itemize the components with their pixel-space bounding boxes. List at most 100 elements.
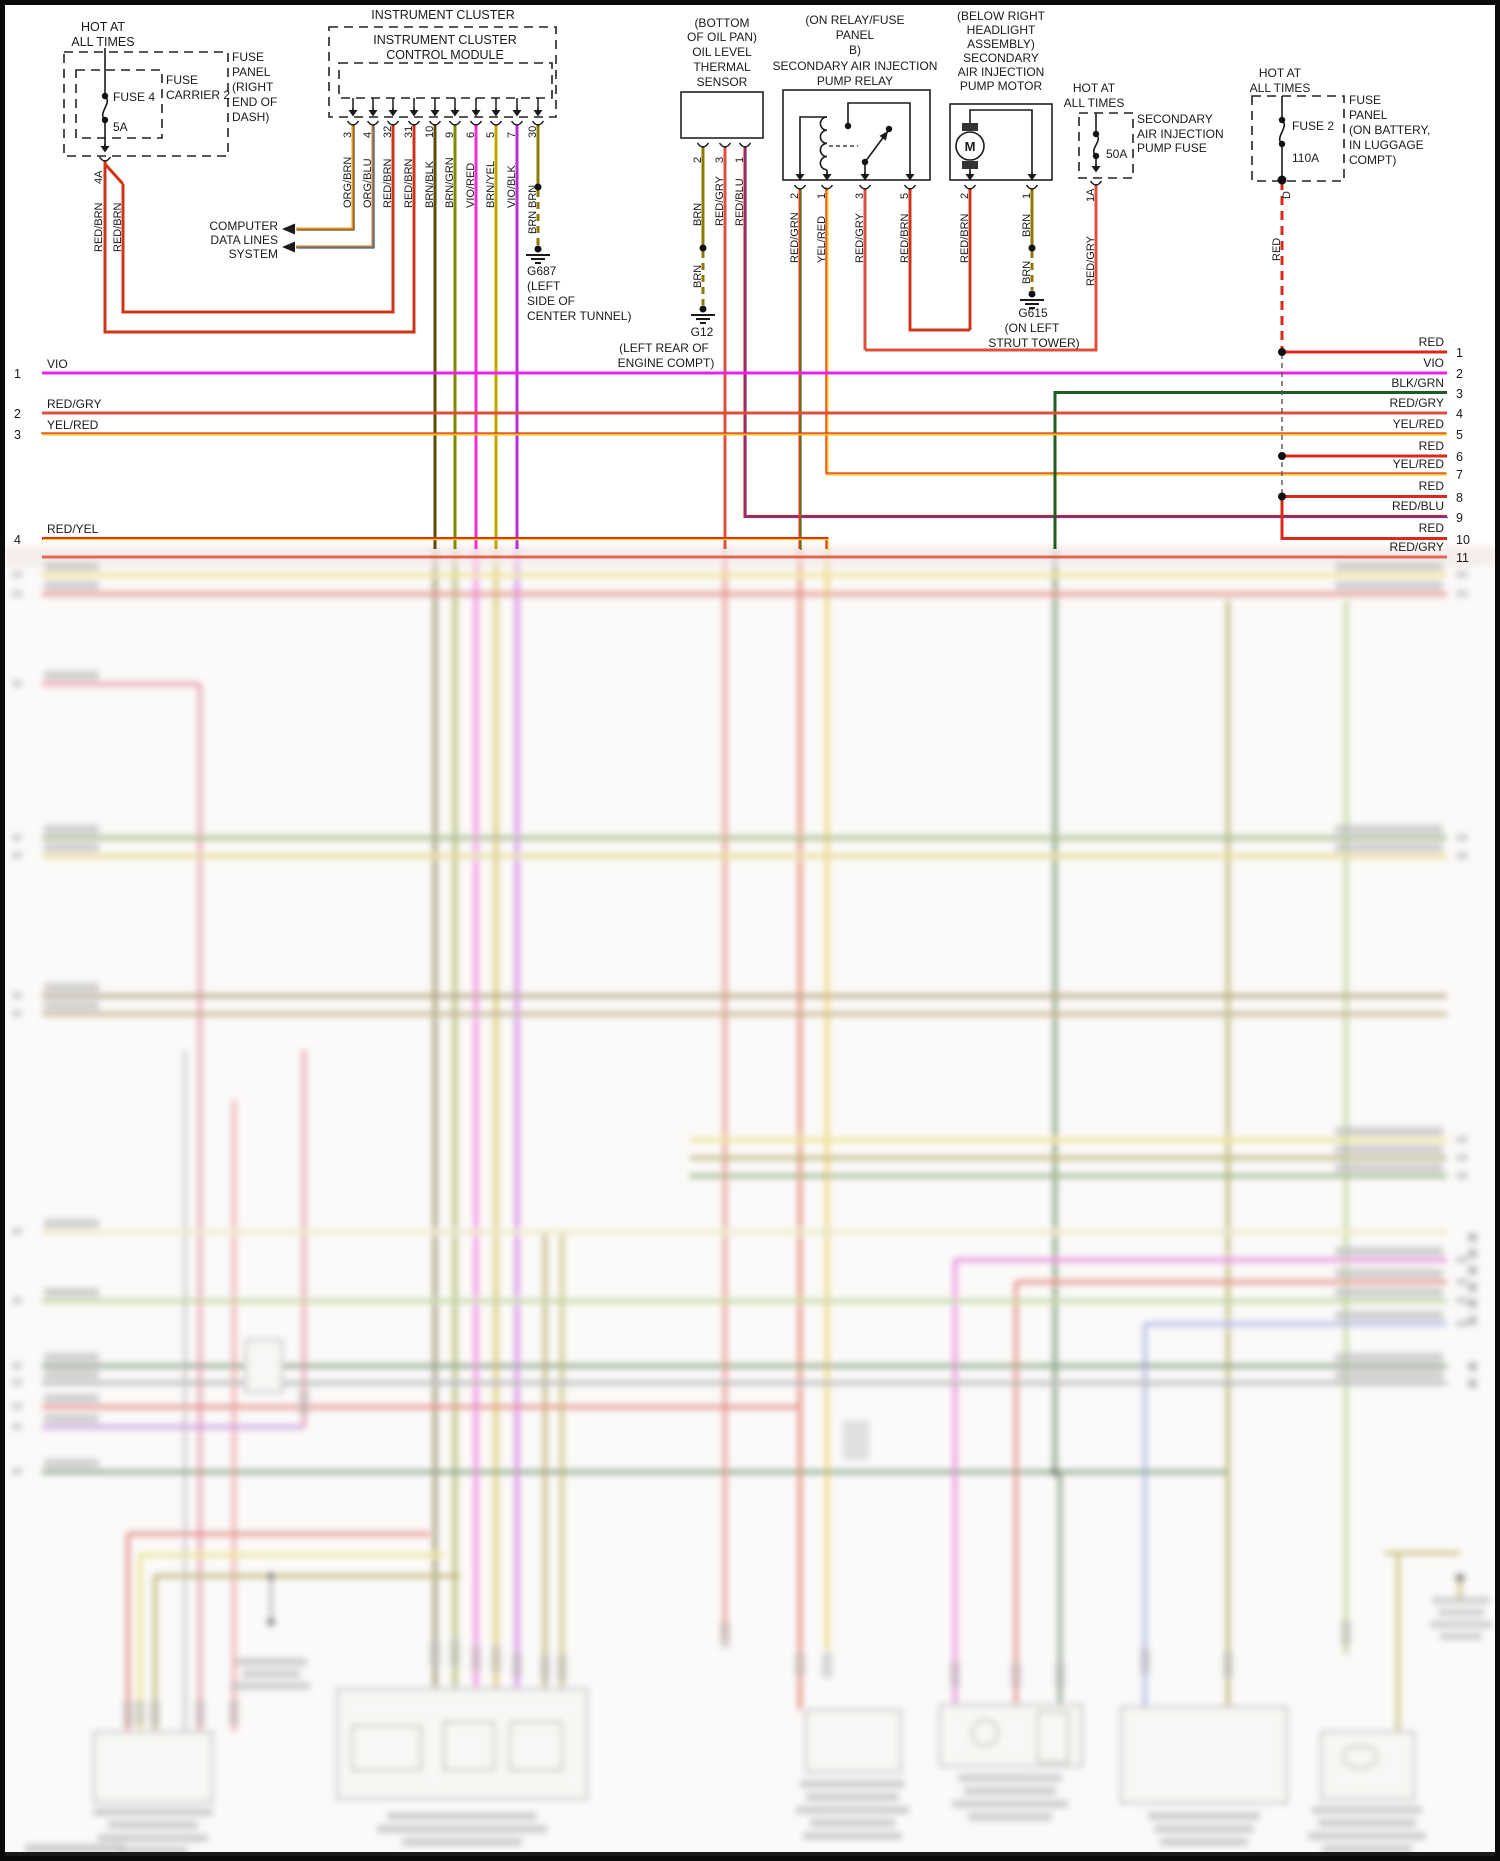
blur-label-smudge-61 xyxy=(1335,825,1443,834)
label-of-oil-pan-: OF OIL PAN) xyxy=(687,30,757,44)
label-red: RED xyxy=(1419,439,1445,453)
blur-component-box-0 xyxy=(92,1730,214,1804)
blur-label-smudge-10 xyxy=(402,1838,522,1846)
label-1: 1 xyxy=(14,367,21,381)
label-brn: BRN xyxy=(1021,261,1033,284)
label-red-grn: RED/GRN xyxy=(789,212,801,263)
blur-label-smudge-95 xyxy=(512,1652,522,1678)
label-secondary: SECONDARY xyxy=(1137,112,1213,126)
label-fuse: FUSE xyxy=(166,73,198,87)
blur-label-smudge-33 xyxy=(44,671,99,680)
blur-component-detail-1 xyxy=(1341,1744,1379,1770)
blur-label-smudge-6 xyxy=(242,1670,300,1678)
blur-label-smudge-53 xyxy=(12,1297,22,1304)
blur-label-smudge-2 xyxy=(108,1821,198,1829)
instrument-cluster-box xyxy=(328,26,557,118)
label--on-battery-: (ON BATTERY, xyxy=(1349,123,1430,137)
connector-arc-0 xyxy=(346,120,360,126)
label-center-tunnel-: CENTER TUNNEL) xyxy=(527,309,631,323)
motor-brush-1 xyxy=(962,161,978,169)
label-4: 4 xyxy=(362,132,374,138)
wire-relay-redbrn5 xyxy=(908,188,970,332)
blur-label-smudge-3 xyxy=(98,1834,208,1842)
oil-level-sensor-box xyxy=(680,91,764,139)
blur-label-smudge-36 xyxy=(44,983,99,992)
blurred-lower-schematic xyxy=(4,546,1496,1855)
label-red: RED xyxy=(1419,479,1445,493)
label-control-module: CONTROL MODULE xyxy=(386,48,504,62)
connector-arc-2 xyxy=(386,120,400,126)
blur-label-smudge-80 xyxy=(1456,1278,1468,1285)
label-red-brn: RED/BRN xyxy=(959,213,971,263)
label-computer: COMPUTER xyxy=(209,219,278,233)
blur-label-smudge-38 xyxy=(44,1219,99,1228)
label-11: 11 xyxy=(1456,551,1469,565)
label-brn: BRN xyxy=(692,265,704,288)
label-org-blu: ORG/BLU xyxy=(362,158,374,208)
connector-arc-11 xyxy=(696,142,710,148)
blur-label-smudge-23 xyxy=(1312,1806,1422,1814)
pump-fuse-box xyxy=(1078,112,1134,179)
blur-label-smudge-55 xyxy=(12,1379,22,1386)
label-brn-yel: BRN/YEL xyxy=(485,161,497,208)
blur-component-box-8 xyxy=(1119,1705,1289,1805)
label-red-brn: RED/BRN xyxy=(382,158,394,208)
label-3: 3 xyxy=(714,157,726,163)
arrow-down-1 xyxy=(368,110,378,117)
blur-component-box-4 xyxy=(508,1720,564,1772)
blur-label-smudge-85 xyxy=(1468,1266,1477,1275)
label-32: 32 xyxy=(382,126,394,138)
label-5: 5 xyxy=(899,193,911,199)
label-red-gry: RED/GRY xyxy=(1390,540,1444,554)
label-1: 1 xyxy=(1456,346,1463,360)
blur-label-smudge-9 xyxy=(377,1825,547,1833)
connector-arc-13 xyxy=(738,142,752,148)
blur-label-smudge-65 xyxy=(1335,1163,1443,1172)
blur-label-smudge-57 xyxy=(12,1423,22,1430)
label-5: 5 xyxy=(485,132,497,138)
wire-left4-redyel xyxy=(42,537,829,549)
label-secondary-air-injection: SECONDARY AIR INJECTION xyxy=(773,59,938,73)
arrow-down-6 xyxy=(471,110,481,117)
blur-label-smudge-71 xyxy=(1335,1370,1443,1379)
label-red-gry: RED/GRY xyxy=(854,212,866,263)
blur-label-smudge-21 xyxy=(1154,1825,1254,1833)
label-brn: BRN xyxy=(527,185,539,208)
connector-arc-5 xyxy=(448,120,462,126)
label-hot-at: HOT AT xyxy=(1073,81,1116,95)
label-data-lines: DATA LINES xyxy=(210,233,278,247)
label-1: 1 xyxy=(734,157,746,163)
wire-redbrn-branch xyxy=(103,162,125,186)
label-pump-fuse: PUMP FUSE xyxy=(1137,141,1207,155)
fuse-carrier-2-box xyxy=(75,69,163,139)
blur-veil-white xyxy=(4,549,1496,1852)
label-brn: BRN xyxy=(1021,214,1033,237)
connector-arc-3 xyxy=(407,120,421,126)
label-10: 10 xyxy=(1456,533,1470,547)
blur-label-smudge-110 xyxy=(720,1622,730,1648)
label-in-luggage: IN LUGGAGE xyxy=(1349,138,1424,152)
label-yel-red: YEL/RED xyxy=(1393,417,1445,431)
label-strut-tower-: STRUT TOWER) xyxy=(988,336,1079,350)
label-red: RED xyxy=(1419,335,1445,349)
motor-circle xyxy=(955,131,985,161)
blur-label-smudge-86 xyxy=(1468,1283,1477,1292)
blur-label-smudge-93 xyxy=(471,1646,481,1672)
connector-arc-1 xyxy=(366,120,380,126)
label-3: 3 xyxy=(342,132,354,138)
blur-label-smudge-51 xyxy=(12,1010,22,1017)
blur-label-smudge-8 xyxy=(387,1812,537,1820)
label-7: 7 xyxy=(506,132,518,138)
air-pump-relay-box xyxy=(782,89,931,181)
connector-arc-18 xyxy=(963,184,977,190)
arrow-left-0 xyxy=(282,223,295,235)
connector-arc-7 xyxy=(489,120,503,126)
blur-label-smudge-5 xyxy=(235,1658,307,1666)
label--below-right: (BELOW RIGHT xyxy=(957,9,1046,23)
fuse-element-2 xyxy=(1278,119,1286,145)
label-10: 10 xyxy=(424,126,436,138)
arrow-down-8 xyxy=(512,110,522,117)
label-pump-motor: PUMP MOTOR xyxy=(960,79,1043,93)
label-end-of: END OF xyxy=(232,95,277,109)
label-red-gry: RED/GRY xyxy=(47,397,101,411)
